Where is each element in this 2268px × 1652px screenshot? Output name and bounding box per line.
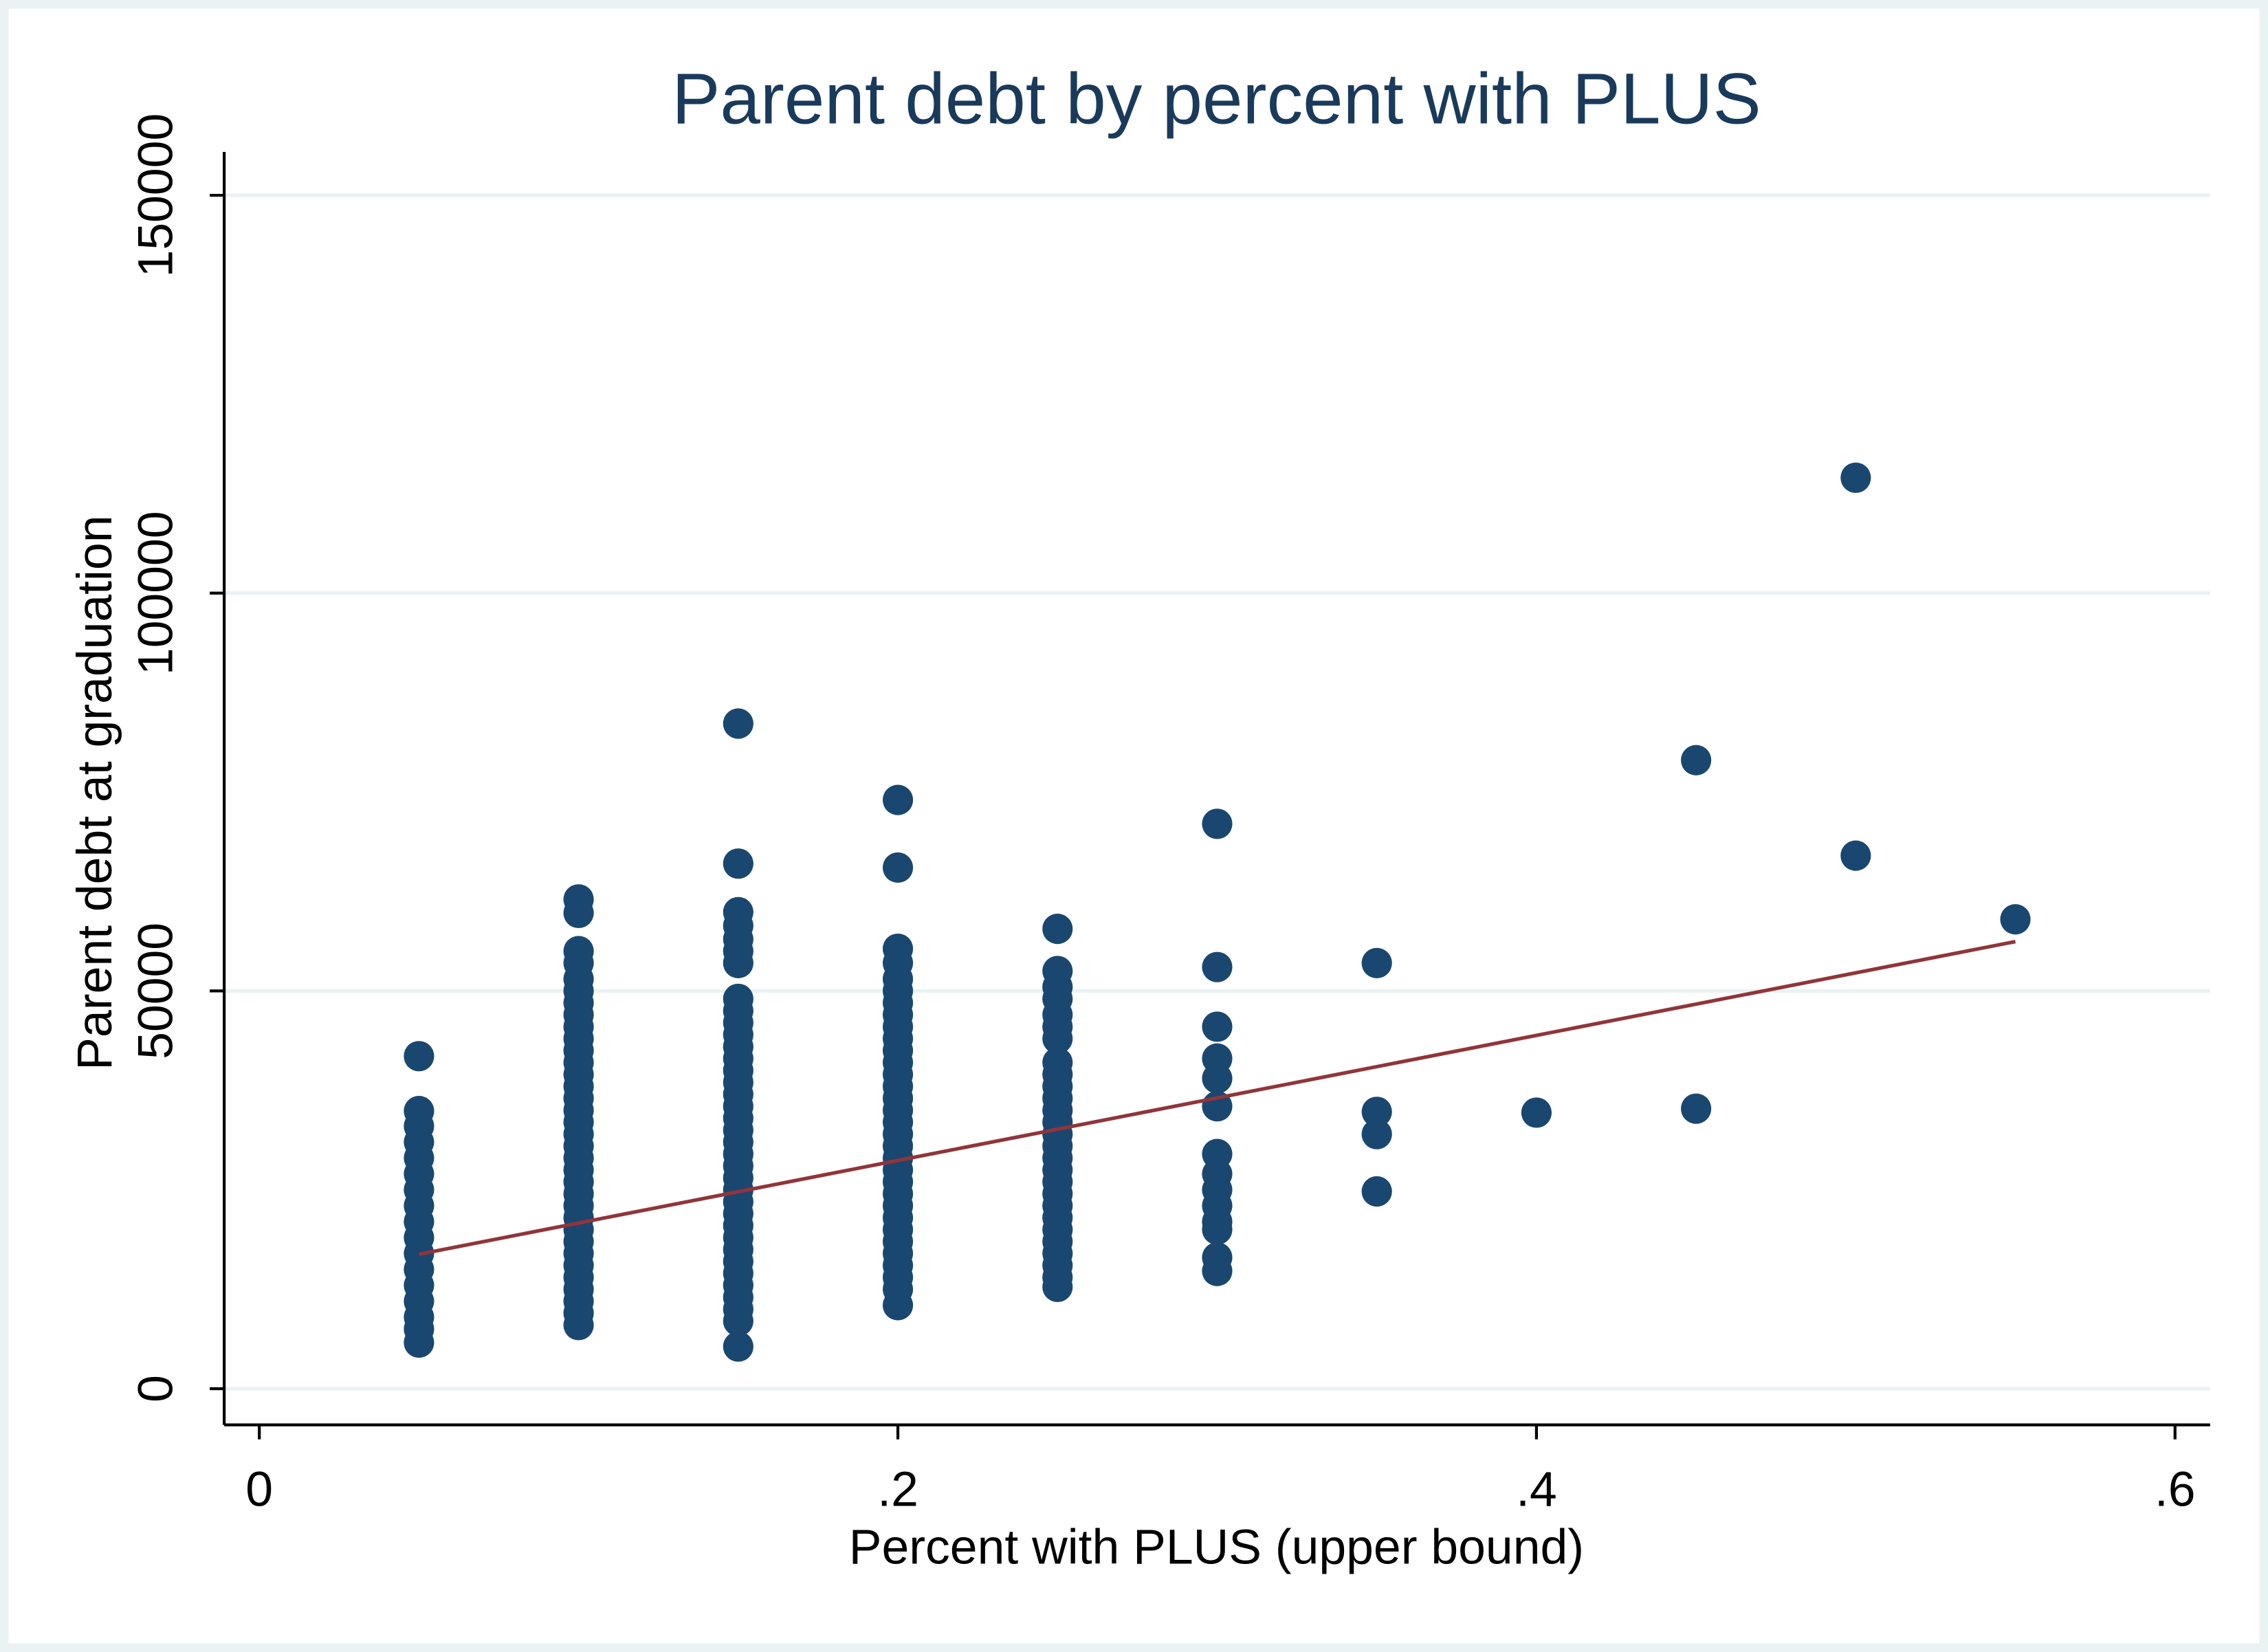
scatter-point (1202, 1255, 1233, 1286)
scatter-point (1202, 1011, 1233, 1042)
x-tick-label: .4 (1516, 1462, 1557, 1517)
scatter-point (563, 897, 594, 929)
scatter-point (1042, 1023, 1073, 1054)
y-tick-label: 50000 (128, 923, 183, 1059)
chart-title: Parent debt by percent with PLUS (672, 58, 1761, 139)
x-axis-label: Percent with PLUS (upper bound) (849, 1520, 1584, 1575)
x-tick-label: .6 (2155, 1462, 2196, 1517)
scatter-point (882, 852, 914, 883)
scatter-point (723, 1306, 753, 1336)
scatter-point (563, 1310, 594, 1341)
scatter-point (1202, 951, 1233, 982)
scatter-point (882, 1290, 914, 1321)
scatter-point (1681, 1093, 1712, 1124)
scatter-point (723, 1331, 753, 1362)
scatter-point (1202, 1214, 1233, 1245)
scatter-point (2000, 904, 2031, 935)
scatter-point (1361, 947, 1392, 978)
scatter-point (723, 848, 753, 879)
y-tick-label: 100000 (128, 511, 183, 675)
scatter-point (723, 947, 753, 978)
scatter-point (1202, 1063, 1233, 1094)
x-tick-label: 0 (245, 1462, 273, 1517)
scatter-point (404, 1327, 434, 1358)
y-tick-label: 0 (128, 1375, 183, 1402)
scatter-point (723, 708, 753, 739)
scatter-point (1042, 1271, 1073, 1302)
scatter-point (1202, 808, 1233, 839)
x-tick-label: .2 (877, 1462, 918, 1517)
y-axis-label: Parent debt at graduation (67, 516, 122, 1070)
y-tick-label: 150000 (128, 113, 183, 278)
scatter-point (1840, 462, 1871, 494)
inner-background (8, 8, 2260, 1644)
fit-line (418, 940, 2016, 1257)
scatter-point (1361, 1119, 1392, 1149)
scatter-point (1361, 1097, 1392, 1127)
scatter-point (1361, 1176, 1392, 1207)
scatter-point (1042, 914, 1073, 945)
scatter-point (1681, 745, 1712, 775)
scatter-point (1840, 840, 1871, 871)
scatter-point (404, 1041, 434, 1072)
scatter-point (882, 784, 914, 815)
scatter-point (1521, 1097, 1552, 1128)
